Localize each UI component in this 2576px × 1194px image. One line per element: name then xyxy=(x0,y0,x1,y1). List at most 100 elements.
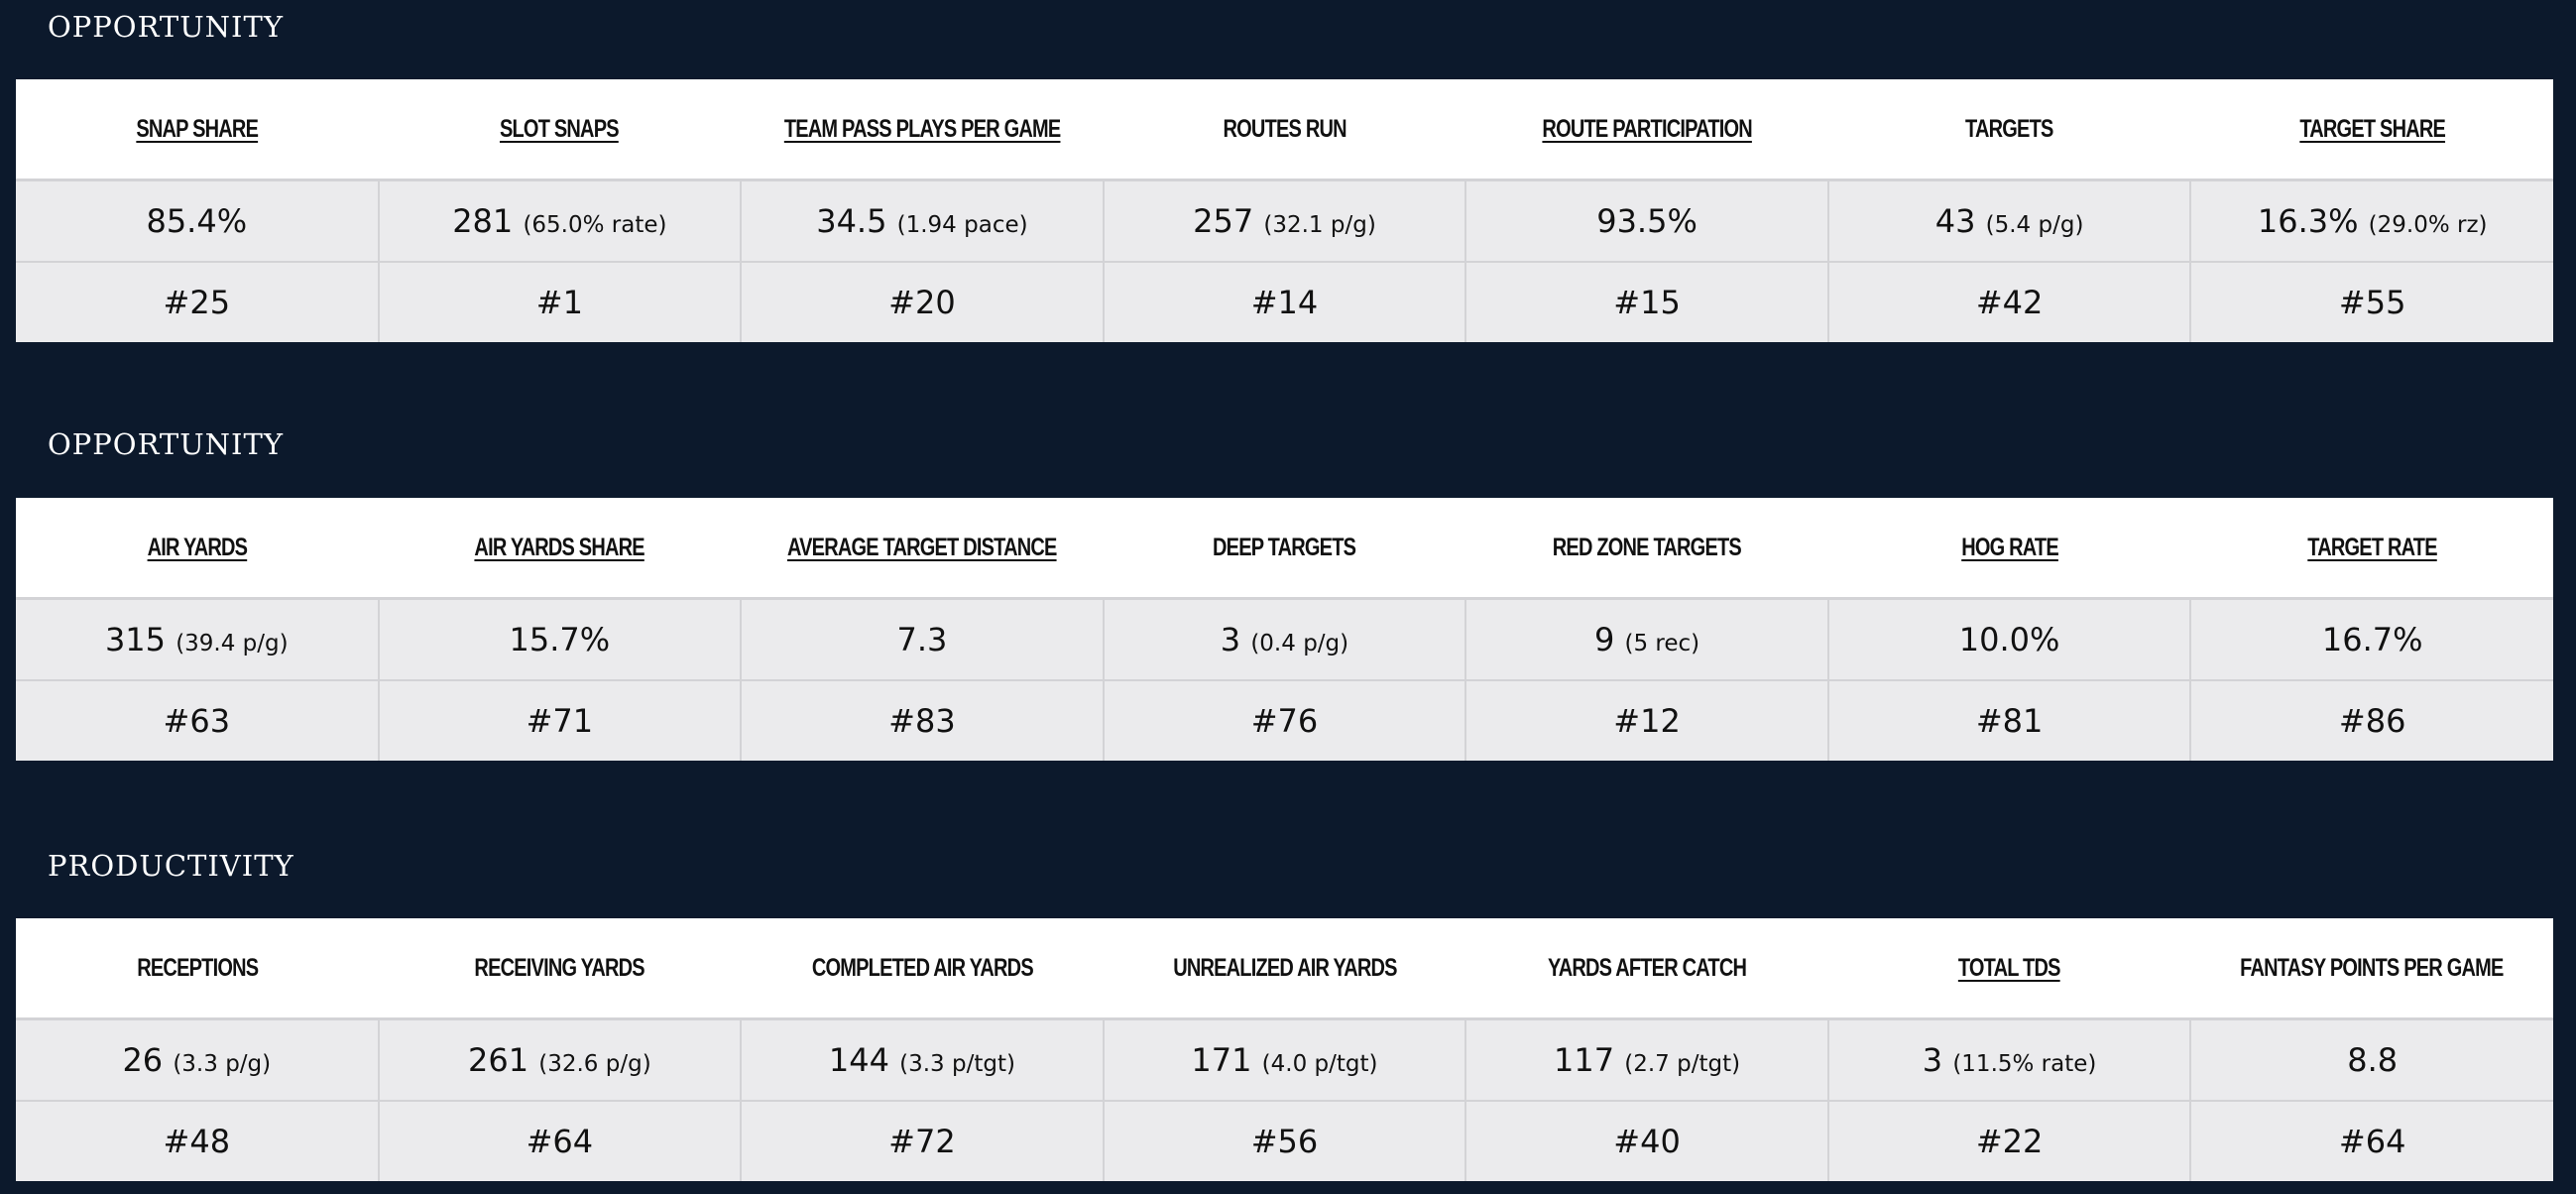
column-header-label: YARDS AFTER CATCH xyxy=(1547,953,1747,982)
header-row: SNAP SHARE SLOT SNAPS TEAM PASS PLAYS PER … xyxy=(16,79,2553,180)
stat-value-cell: 43 (5.4 p/g) xyxy=(1826,179,2192,263)
stat-rank: #56 xyxy=(1102,1100,1467,1181)
stats-table: AIR YARDS AIR YARDS SHARE AVERAGE TARGET D… xyxy=(16,498,2553,761)
column-header-link[interactable]: SNAP SHARE xyxy=(136,114,259,143)
stat-rank: #63 xyxy=(16,679,380,761)
stat-value: 16.7% xyxy=(2321,621,2423,658)
stat-rank: #64 xyxy=(377,1100,743,1181)
stat-value-cell: 144 (3.3 p/tgt) xyxy=(740,1017,1105,1102)
stat-rank: #25 xyxy=(16,261,380,342)
column-header: RED ZONE TARGETS xyxy=(1465,498,1828,599)
stat-rank: #42 xyxy=(1826,261,2192,342)
stat-value-cell: 3 (11.5% rate) xyxy=(1826,1017,2192,1102)
stat-value: 3 xyxy=(1220,621,1241,658)
column-header: RECEPTIONS xyxy=(16,918,379,1019)
stat-rank: #86 xyxy=(2189,679,2553,761)
stat-detail: (32.6 p/g) xyxy=(538,1051,651,1077)
stat-detail: (5.4 p/g) xyxy=(1985,212,2084,238)
stat-detail: (11.5% rate) xyxy=(1952,1051,2097,1077)
stat-rank: #14 xyxy=(1102,261,1467,342)
stat-detail: (39.4 p/g) xyxy=(176,631,289,657)
stat-value: 10.0% xyxy=(1958,621,2060,658)
stat-value-cell: 26 (3.3 p/g) xyxy=(16,1017,380,1102)
column-header: DEEP TARGETS xyxy=(1103,498,1466,599)
stat-detail: (3.3 p/g) xyxy=(173,1051,272,1077)
column-header[interactable]: ROUTE PARTICIPATION xyxy=(1465,79,1828,180)
column-header-link[interactable]: AVERAGE TARGET DISTANCE xyxy=(787,533,1057,561)
column-header[interactable]: TEAM PASS PLAYS PER GAME xyxy=(741,79,1104,180)
column-header[interactable]: SLOT SNAPS xyxy=(378,79,742,180)
rank-row: #48 #64 #72 #56 #40 #22 #64 xyxy=(16,1100,2553,1181)
stat-value: 3 xyxy=(1922,1041,1943,1079)
stat-value-cell: 16.3% (29.0% rz) xyxy=(2189,179,2553,263)
stat-value-cell: 8.8 xyxy=(2189,1017,2553,1102)
header-row: AIR YARDS AIR YARDS SHARE AVERAGE TARGET D… xyxy=(16,498,2553,599)
stat-value-cell: 16.7% xyxy=(2189,597,2553,681)
stat-value-cell: 261 (32.6 p/g) xyxy=(377,1017,743,1102)
column-header-link[interactable]: TARGET RATE xyxy=(2306,533,2437,561)
stat-rank: #76 xyxy=(1102,679,1467,761)
column-header: TARGETS xyxy=(1827,79,2191,180)
rank-row: #63 #71 #83 #76 #12 #81 #86 xyxy=(16,679,2553,761)
column-header: FANTASY POINTS PER GAME xyxy=(2190,918,2553,1019)
value-row: 26 (3.3 p/g) 261 (32.6 p/g) 144 (3.3 p/tgt… xyxy=(16,1017,2553,1102)
column-header-label: RED ZONE TARGETS xyxy=(1552,533,1742,561)
stat-value-cell: 281 (65.0% rate) xyxy=(377,179,743,263)
column-header[interactable]: HOG RATE xyxy=(1827,498,2191,599)
column-header-label: RECEPTIONS xyxy=(136,953,259,982)
stat-detail: (32.1 p/g) xyxy=(1263,212,1376,238)
section-title: OPPORTUNITY xyxy=(48,427,285,461)
stat-value-cell: 7.3 xyxy=(740,597,1105,681)
stat-value: 26 xyxy=(122,1041,164,1079)
stat-value: 34.5 xyxy=(816,202,887,240)
stat-value: 16.3% xyxy=(2257,202,2359,240)
column-header-link[interactable]: HOG RATE xyxy=(1960,533,2058,561)
stat-value: 7.3 xyxy=(896,621,948,658)
column-header: ROUTES RUN xyxy=(1103,79,1466,180)
column-header-link[interactable]: ROUTE PARTICIPATION xyxy=(1542,114,1752,143)
stat-detail: (29.0% rz) xyxy=(2368,212,2488,238)
stat-rank: #40 xyxy=(1464,1100,1829,1181)
stat-value: 261 xyxy=(468,1041,529,1079)
column-header-link[interactable]: SLOT SNAPS xyxy=(500,114,620,143)
column-header-link[interactable]: TEAM PASS PLAYS PER GAME xyxy=(783,114,1061,143)
stat-rank: #12 xyxy=(1464,679,1829,761)
column-header-label: DEEP TARGETS xyxy=(1213,533,1356,561)
column-header[interactable]: TARGET RATE xyxy=(2190,498,2553,599)
stat-value: 144 xyxy=(828,1041,889,1079)
stat-value-cell: 315 (39.4 p/g) xyxy=(16,597,380,681)
stat-detail: (4.0 p/tgt) xyxy=(1261,1051,1378,1077)
column-header-label: FANTASY POINTS PER GAME xyxy=(2240,953,2505,982)
column-header[interactable]: AVERAGE TARGET DISTANCE xyxy=(741,498,1104,599)
stat-value: 257 xyxy=(1193,202,1254,240)
column-header-link[interactable]: AIR YARDS xyxy=(147,533,248,561)
stat-value-cell: 85.4% xyxy=(16,179,380,263)
stat-value-cell: 9 (5 rec) xyxy=(1464,597,1829,681)
column-header[interactable]: TARGET SHARE xyxy=(2190,79,2553,180)
stat-value: 315 xyxy=(104,621,167,658)
stat-rank: #1 xyxy=(377,261,743,342)
column-header-link[interactable]: AIR YARDS SHARE xyxy=(474,533,645,561)
stat-detail: (65.0% rate) xyxy=(523,212,667,238)
stat-rank: #48 xyxy=(16,1100,380,1181)
stat-value: 171 xyxy=(1191,1041,1252,1079)
stat-value: 93.5% xyxy=(1596,202,1698,240)
stat-rank: #72 xyxy=(740,1100,1105,1181)
stat-rank: #64 xyxy=(2189,1100,2553,1181)
stat-rank: #20 xyxy=(740,261,1105,342)
stat-detail: (5 rec) xyxy=(1624,631,1700,657)
stat-value: 117 xyxy=(1553,1041,1615,1079)
column-header[interactable]: SNAP SHARE xyxy=(16,79,379,180)
stat-detail: (3.3 p/tgt) xyxy=(899,1051,1015,1077)
column-header: YARDS AFTER CATCH xyxy=(1465,918,1828,1019)
rank-row: #25 #1 #20 #14 #15 #42 #55 xyxy=(16,261,2553,342)
stat-detail: (1.94 pace) xyxy=(896,212,1028,238)
column-header-link[interactable]: TARGET SHARE xyxy=(2298,114,2446,143)
stat-value-cell: 3 (0.4 p/g) xyxy=(1102,597,1467,681)
stat-value-cell: 117 (2.7 p/tgt) xyxy=(1464,1017,1829,1102)
column-header[interactable]: TOTAL TDS xyxy=(1827,918,2191,1019)
column-header[interactable]: AIR YARDS xyxy=(16,498,379,599)
section-title: PRODUCTIVITY xyxy=(48,849,294,883)
column-header-link[interactable]: TOTAL TDS xyxy=(1958,953,2061,982)
column-header[interactable]: AIR YARDS SHARE xyxy=(378,498,742,599)
